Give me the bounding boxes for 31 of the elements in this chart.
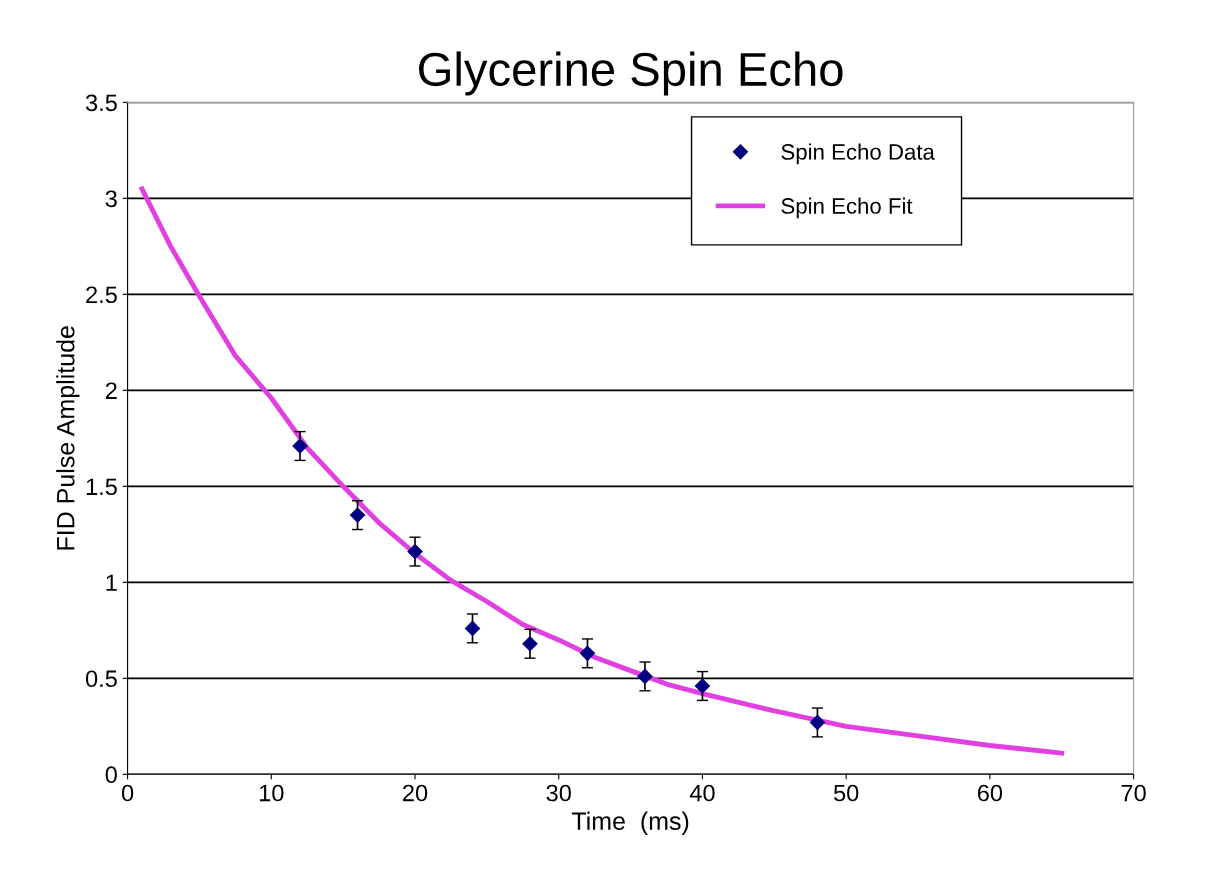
y-tick-label: 3: [105, 190, 117, 208]
x-tick-label: 60: [977, 784, 1003, 802]
y-axis-title: FID Pulse Amplitude: [56, 326, 80, 550]
y-tick-label: 1.5: [86, 478, 117, 496]
x-tick-label: 70: [1121, 784, 1146, 802]
y-tick-label: 2: [105, 382, 117, 399]
x-axis-title: Time (ms): [571, 811, 689, 835]
y-tick-label: 1: [106, 574, 117, 591]
point: [349, 507, 366, 523]
legend-label: Spin Echo Fit: [781, 197, 913, 219]
x-tick-label: 20: [403, 784, 428, 802]
point: [809, 714, 825, 731]
point: [522, 636, 538, 652]
point: [579, 645, 596, 661]
y-tick-label: 0: [105, 766, 117, 784]
x-tick-label: 0: [121, 784, 134, 802]
chart-title: Glycerine Spin Echo: [419, 51, 843, 96]
point: [694, 678, 711, 694]
y-tick-label: 3.5: [85, 94, 117, 112]
point: [407, 544, 423, 560]
y-tick-label: 2.5: [86, 286, 117, 304]
y-tick-label: 0.5: [85, 670, 117, 688]
point: [464, 620, 481, 636]
line-series: [139, 186, 1065, 756]
point: [637, 668, 653, 684]
x-tick-label: 40: [689, 784, 715, 802]
x-tick-label: 30: [546, 784, 571, 802]
point: [292, 438, 308, 454]
legend-label: Spin Echo Data: [781, 143, 935, 165]
x-tick-label: 10: [259, 784, 284, 802]
x-tick-label: 50: [833, 784, 859, 802]
